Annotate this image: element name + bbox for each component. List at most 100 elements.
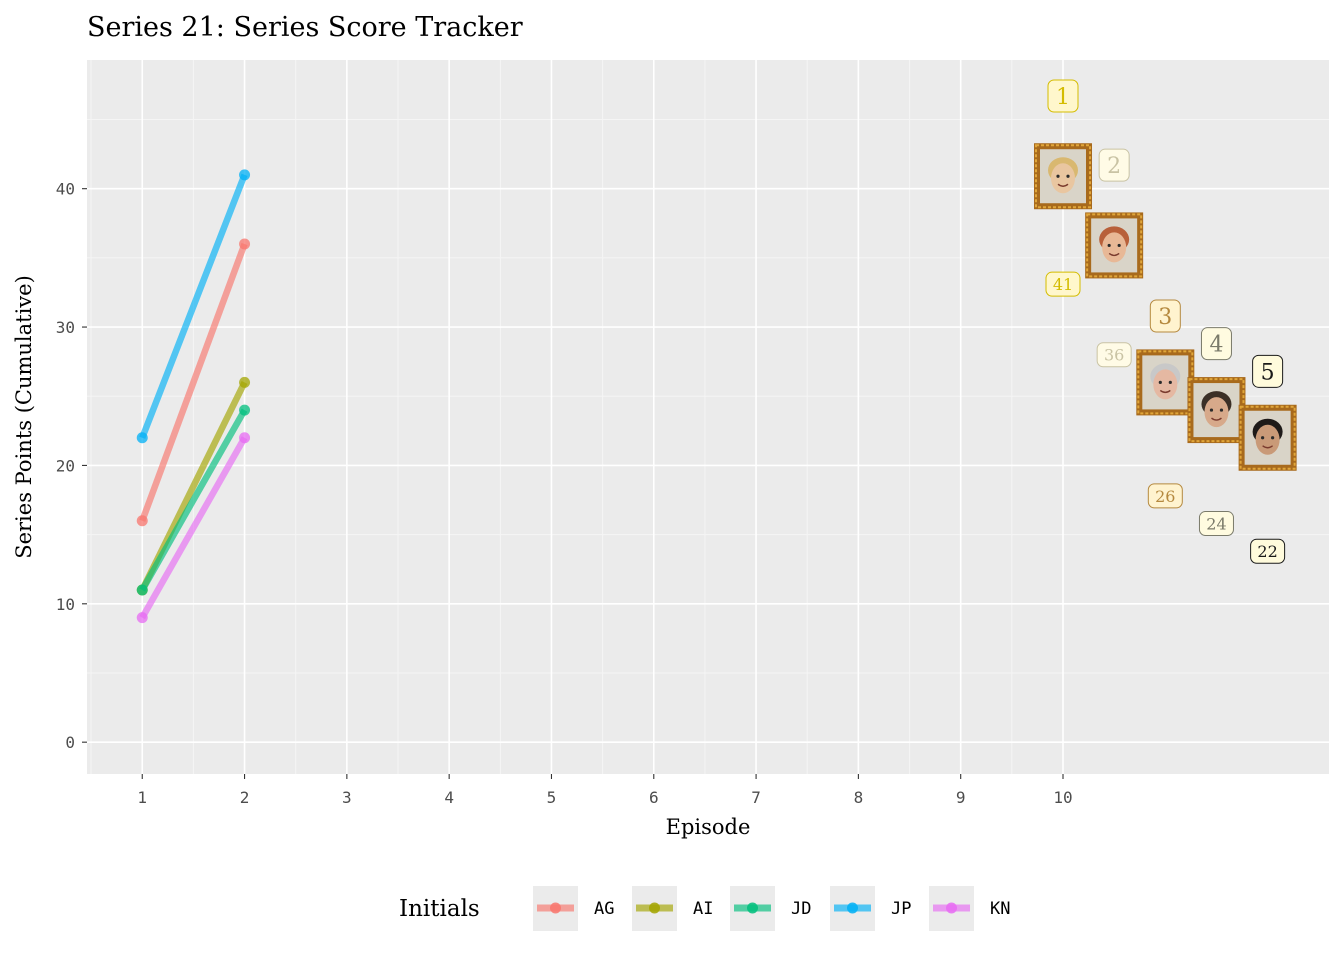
- data-point: [239, 169, 251, 181]
- rank-badge-text: 4: [1209, 333, 1223, 358]
- series-layer: [136, 169, 251, 624]
- legend-key-point: [649, 902, 660, 914]
- portrait-eye: [1261, 436, 1265, 440]
- score-badge-text: 22: [1257, 542, 1277, 561]
- y-tick-label: 20: [56, 456, 75, 475]
- y-tick-label: 0: [65, 733, 75, 752]
- y-axis-title: Series Points (Cumulative): [12, 275, 36, 559]
- score-badge-box: [1198, 511, 1234, 537]
- legend-label: JP: [891, 899, 911, 919]
- series-kn: [136, 432, 251, 624]
- legend-key-point: [847, 902, 858, 914]
- portrait-mouth: [1262, 445, 1274, 449]
- portrait-eye: [1066, 174, 1070, 178]
- x-tick-label: 1: [137, 788, 147, 807]
- rank-badge-box: [1200, 327, 1232, 361]
- chart-title: Series 21: Series Score Tracker: [87, 12, 523, 43]
- data-point: [136, 584, 148, 596]
- x-tick-label: 6: [649, 788, 659, 807]
- x-tick-label: 4: [444, 788, 454, 807]
- legend-item-jp: JP: [830, 886, 911, 931]
- rank-badge: 2: [1098, 148, 1130, 182]
- data-point: [136, 612, 148, 624]
- portrait-face: [1051, 163, 1076, 194]
- y-tick-label: 10: [56, 595, 75, 614]
- x-tick-label: 10: [1053, 788, 1072, 807]
- portrait-eye: [1209, 408, 1214, 412]
- portrait-face: [1255, 424, 1280, 455]
- score-badge-text: 36: [1104, 346, 1124, 365]
- portrait-eye: [1168, 380, 1172, 385]
- portrait-eye: [1107, 243, 1111, 248]
- score-badge-box: [1147, 483, 1183, 509]
- x-tick-label: 3: [342, 788, 352, 807]
- portrait-eye: [1117, 243, 1121, 248]
- legend-item-jd: JD: [730, 886, 811, 931]
- rank-badge-text: 5: [1261, 360, 1275, 385]
- data-point: [239, 404, 251, 416]
- series-line: [139, 242, 248, 522]
- x-tick-label: 5: [547, 788, 557, 807]
- score-badge: 24: [1198, 511, 1234, 537]
- score-badge: 22: [1250, 538, 1286, 564]
- legend-item-kn: KN: [929, 886, 1010, 931]
- data-point: [136, 515, 148, 527]
- series-line: [139, 436, 248, 620]
- rank-badge-text: 3: [1158, 305, 1172, 330]
- data-point: [239, 376, 251, 388]
- rank-badge-box: [1252, 354, 1284, 388]
- rank-badge: 5: [1252, 354, 1284, 388]
- score-badge: 26: [1147, 483, 1183, 509]
- series-line: [139, 173, 248, 439]
- legend-label: AI: [693, 899, 713, 919]
- portrait-eye: [1271, 436, 1275, 440]
- rank-badge-box: [1098, 148, 1130, 182]
- score-badge-text: 24: [1206, 515, 1226, 534]
- x-tick-label: 2: [240, 788, 250, 807]
- y-tick-label: 40: [56, 180, 75, 199]
- series-ag: [136, 238, 251, 527]
- legend: Initials AG AI JD JP KN: [399, 886, 1010, 931]
- gold-frame-trim: [1035, 144, 1092, 209]
- rank-badge-box: [1047, 79, 1079, 113]
- legend-item-ag: AG: [533, 886, 614, 931]
- portrait-face: [1102, 232, 1127, 263]
- contestant-face-icon: [1187, 377, 1246, 444]
- x-tick-label: 8: [854, 788, 864, 807]
- legend-label: KN: [990, 899, 1010, 919]
- legend-key-point: [747, 902, 758, 914]
- portrait-face: [1204, 397, 1229, 428]
- portrait-eye: [1056, 174, 1060, 178]
- score-badge-box: [1045, 271, 1081, 297]
- legend-label: AG: [594, 899, 614, 919]
- x-tick-label: 7: [751, 788, 761, 807]
- portrait-eye: [1219, 408, 1224, 412]
- portrait-face: [1153, 369, 1178, 400]
- legend-label: JD: [791, 899, 811, 919]
- score-badge-box: [1096, 342, 1132, 368]
- axis-layer: 1 2 3 4 5 6 7 8 9 10 0 10 20 30 40: [56, 180, 1073, 807]
- score-badge-box: [1250, 538, 1286, 564]
- rank-badge-text: 2: [1107, 154, 1121, 179]
- legend-key-point: [550, 902, 561, 914]
- legend-key-point: [946, 902, 957, 914]
- rank-badge: 1: [1047, 79, 1079, 113]
- contestant-face-icon: [1136, 349, 1195, 416]
- x-tick-label: 9: [956, 788, 966, 807]
- rank-badge: 3: [1149, 299, 1181, 333]
- series-jp: [136, 169, 251, 444]
- score-badge: 41: [1045, 271, 1081, 297]
- series-jd: [136, 404, 251, 596]
- x-axis-title: Episode: [666, 815, 751, 839]
- score-badge-text: 26: [1155, 487, 1175, 506]
- contestant-face-icon: [1238, 404, 1297, 471]
- leaderboard-layer: 1 41 2 36 3 26 4 24 5 22: [1034, 79, 1297, 564]
- data-point: [239, 432, 251, 444]
- data-point: [136, 432, 148, 444]
- gold-frame-trim: [1086, 213, 1143, 278]
- series-line: [139, 408, 248, 592]
- portrait-mouth: [1057, 183, 1069, 187]
- score-badge-text: 41: [1053, 275, 1073, 294]
- gold-frame-trim: [1239, 405, 1296, 470]
